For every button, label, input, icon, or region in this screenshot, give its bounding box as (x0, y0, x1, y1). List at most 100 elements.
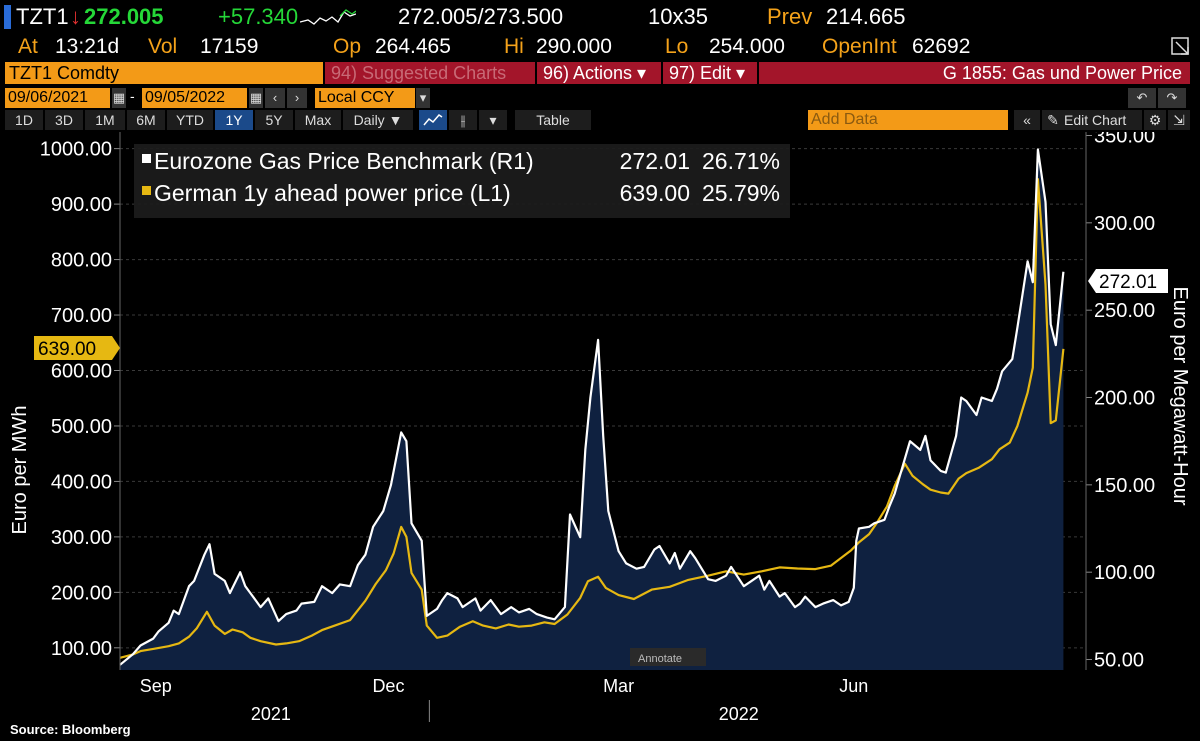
chevron-down-icon[interactable]: ▾ (416, 88, 430, 108)
toolbar: 1D 3D 1M 6M YTD 1Y 5Y Max Daily ▼ ⫲ ▾ Ta… (0, 110, 1200, 130)
left-last-value-marker: 639.00 (34, 336, 120, 360)
x-tick-label: Jun (839, 676, 868, 696)
quote-row-1: TZT1 ↓ 272.005 +57.340 272.005/273.500 1… (0, 0, 1200, 34)
x-tick-label: Dec (372, 676, 404, 696)
add-data-field[interactable]: Add Data (808, 110, 1008, 130)
y-left-tick-label: 1000.00 (40, 139, 112, 161)
period-5y[interactable]: 5Y (255, 110, 293, 130)
chevron-left-icon[interactable]: ‹ (265, 88, 285, 108)
x-tick-label: Mar (603, 676, 634, 696)
y-right-tick-label: 100.00 (1094, 562, 1155, 584)
ticker[interactable]: TZT1 (16, 4, 69, 29)
actions-menu[interactable]: 96) Actions ▾ (537, 62, 661, 84)
right-last-value-marker: 272.01 (1088, 269, 1168, 293)
y-right-tick-label: 50.00 (1094, 650, 1144, 672)
source-note: Source: Bloomberg (10, 722, 131, 737)
chart: 100.00 200.00 300.00 400.00 500.00 600.00 700.… (9, 132, 1191, 722)
open-price: 264.465 (375, 35, 451, 58)
period-max[interactable]: Max (295, 110, 341, 130)
export-icon[interactable]: ⇲ (1168, 110, 1190, 130)
x-tick-label: Sep (140, 676, 172, 696)
y-right-tick-label: 200.00 (1094, 388, 1155, 410)
at-label: At (18, 35, 38, 58)
settings-icon[interactable]: ⚙ (1144, 110, 1166, 130)
date-separator: - (130, 88, 135, 104)
low-label: Lo (665, 35, 689, 58)
bid-ask: 272.005/273.500 (398, 4, 564, 29)
period-ytd[interactable]: YTD (167, 110, 213, 130)
menu-bar: TZT1 Comdty 94) Suggested Charts 96) Act… (0, 62, 1200, 84)
period-1m[interactable]: 1M (85, 110, 125, 130)
expand-icon[interactable] (1170, 36, 1192, 58)
table-button[interactable]: Table (515, 110, 591, 130)
right-last-value: 272.01 (1099, 272, 1157, 293)
y-left-tick-label: 300.00 (51, 527, 112, 549)
power-price-line (119, 178, 1065, 659)
edit-chart-button[interactable]: Edit Chart (1064, 110, 1142, 130)
line-chart-icon[interactable] (419, 110, 447, 130)
y-left-tick-label: 200.00 (51, 582, 112, 604)
chevron-right-icon[interactable]: › (287, 88, 307, 108)
y-left-tick-label: 600.00 (51, 360, 112, 382)
calendar-icon[interactable]: ▦ (249, 88, 263, 108)
high-price: 290.000 (536, 35, 612, 58)
y-left-tick-label: 800.00 (51, 250, 112, 272)
y-axis-right-label: Euro per Megawatt-Hour (1169, 287, 1191, 506)
y-right-tick-label: 250.00 (1094, 300, 1155, 322)
open-interest: 62692 (912, 35, 971, 58)
last-price: 272.005 (84, 4, 164, 29)
period-1y[interactable]: 1Y (215, 110, 253, 130)
period-6m[interactable]: 6M (127, 110, 165, 130)
date-bar: 09/06/2021 ▦ - 09/05/2022 ▦ ‹ › Local CC… (0, 88, 1200, 108)
down-arrow-icon: ↓ (70, 4, 81, 29)
legend-gas-last: 272.01 (620, 148, 690, 174)
y-left-tick-label: 100.00 (51, 638, 112, 660)
trade-time: 13:21d (55, 35, 120, 58)
gas-price-line (119, 148, 1065, 666)
volume-label: Vol (148, 35, 178, 58)
frequency-select[interactable]: Daily ▼ (343, 110, 413, 130)
suggested-charts-button[interactable]: 94) Suggested Charts (325, 62, 535, 84)
legend-gas-name: Eurozone Gas Price Benchmark (R1) (154, 148, 534, 174)
y-left-tick-label: 700.00 (51, 305, 112, 327)
net-change: +57.340 (218, 4, 299, 29)
start-date-field[interactable]: 09/06/2021 (5, 88, 110, 108)
y-right-tick-label: 300.00 (1094, 213, 1155, 235)
legend-power-name: German 1y ahead power price (L1) (154, 180, 511, 206)
y-right-tick-label: 150.00 (1094, 475, 1155, 497)
calendar-icon[interactable]: ▦ (112, 88, 126, 108)
gas-area-fill (120, 149, 1064, 670)
security-field[interactable]: TZT1 Comdty (5, 62, 323, 84)
axes: 100.00 200.00 300.00 400.00 500.00 600.00 700.… (40, 132, 1155, 722)
bid-ask-size: 10x35 (648, 4, 708, 29)
annotate-button[interactable]: Annotate (630, 648, 706, 666)
legend-power-pct: 25.79% (702, 180, 780, 206)
legend-swatch-gas (142, 154, 151, 163)
chevron-down-icon[interactable]: ▾ (479, 110, 507, 130)
y-axis-left-label: Euro per MWh (9, 406, 31, 535)
period-3d[interactable]: 3D (45, 110, 83, 130)
sparkline-icon (300, 9, 356, 25)
left-last-value: 639.00 (38, 339, 96, 360)
legend-box (134, 144, 790, 218)
prev-close: 214.665 (826, 4, 906, 29)
pencil-icon[interactable]: ✎ (1042, 110, 1064, 130)
annotate-label: Annotate (638, 653, 682, 665)
legend-swatch-power (142, 186, 151, 195)
x-year-label: 2021 (251, 704, 291, 722)
end-date-field[interactable]: 09/05/2022 (142, 88, 247, 108)
open-label: Op (333, 35, 362, 58)
edit-menu[interactable]: 97) Edit ▾ (663, 62, 757, 84)
legend-gas-pct: 26.71% (702, 148, 780, 174)
quote-row-2: At 13:21d Vol 17159 Op 264.465 Hi 290.00… (0, 34, 1200, 60)
period-1d[interactable]: 1D (5, 110, 43, 130)
legend-power-last: 639.00 (620, 180, 690, 206)
volume: 17159 (200, 35, 259, 58)
redo-icon[interactable]: ↷ (1158, 88, 1186, 108)
bar-chart-icon[interactable]: ⫲ (449, 110, 477, 130)
x-year-label: 2022 (719, 704, 759, 722)
currency-select[interactable]: Local CCY (315, 88, 415, 108)
high-label: Hi (504, 35, 524, 58)
collapse-icon[interactable]: « (1014, 110, 1040, 130)
undo-icon[interactable]: ↶ (1128, 88, 1156, 108)
